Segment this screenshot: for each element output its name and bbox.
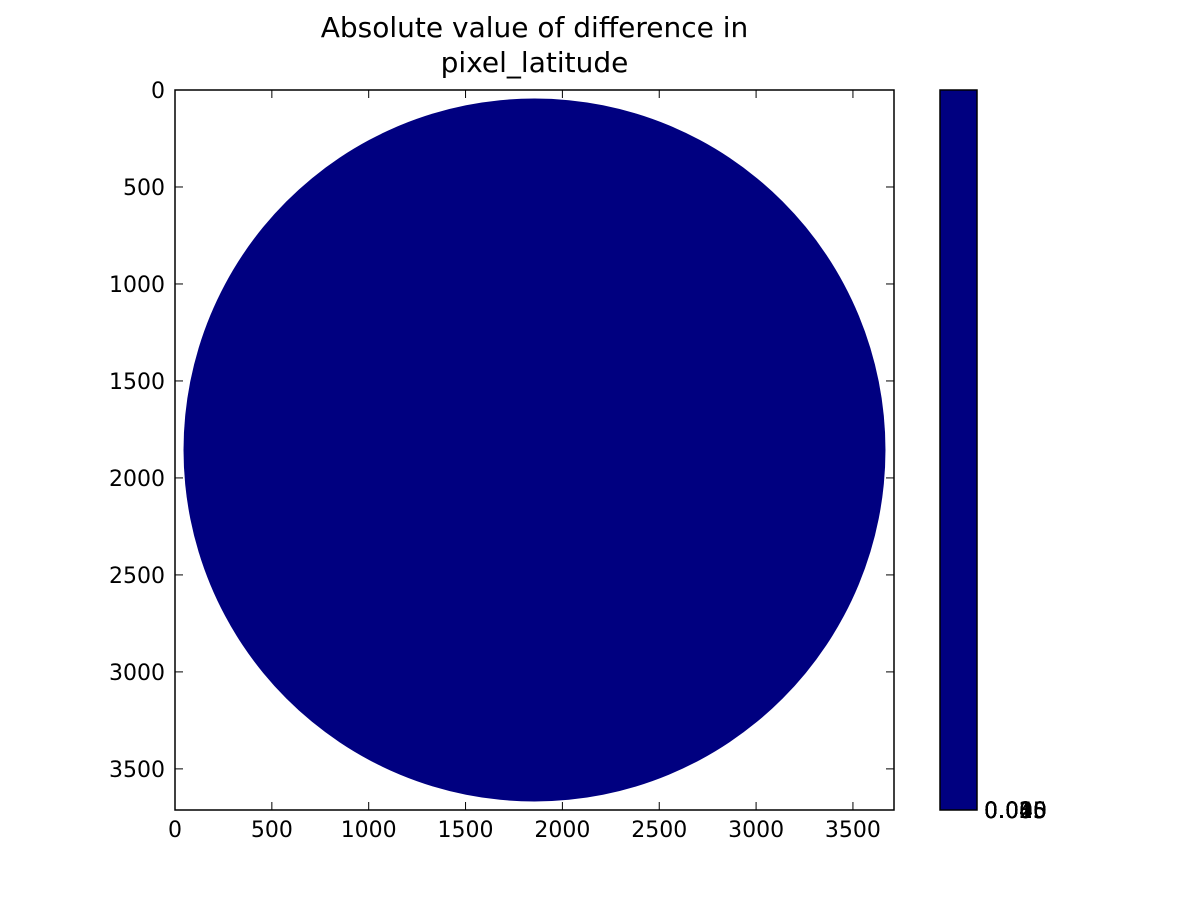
colorbar-tick-label: 0.045: [984, 799, 1047, 824]
plot-area: [174, 89, 895, 811]
x-tick-label: 500: [251, 818, 293, 843]
x-tick-label: 2000: [534, 818, 590, 843]
y-tick-label: 500: [123, 176, 165, 201]
colorbar-tick-label: 0.035: [984, 799, 1047, 824]
colorbar-tick-label: 0.030: [984, 799, 1047, 824]
y-axis: 0 500 1000 1500 2000 2500 3000 3500: [109, 79, 894, 783]
colorbar-tick-label: 0.040: [984, 799, 1047, 824]
title-line: pixel_latitude: [441, 46, 629, 79]
difference-disk: [183, 98, 886, 802]
x-tick-label: 1000: [341, 818, 397, 843]
colorbar-tick-label: 0.000: [984, 799, 1047, 824]
y-tick-label: 3000: [109, 661, 165, 686]
y-tick-label: 2000: [109, 467, 165, 492]
y-tick-label: 2500: [109, 564, 165, 589]
plot-frame: [174, 89, 895, 811]
x-axis: 0 500 1000 1500 2000 2500 3000 3500: [168, 90, 881, 843]
x-tick-label: 2500: [631, 818, 687, 843]
y-tick-label: 0: [151, 79, 165, 104]
colorbar-swatch: [939, 89, 978, 811]
colorbar: 0.0000.0050.0100.0150.0200.0250.0300.035…: [939, 89, 1047, 824]
y-tick-label: 3500: [109, 758, 165, 783]
colorbar-tick-label: 0.015: [984, 799, 1047, 824]
y-tick-label: 1000: [109, 273, 165, 298]
title-line: Absolute value of difference in: [321, 11, 749, 44]
colorbar-tick-label: 0.005: [984, 799, 1047, 824]
x-tick-label: 0: [168, 818, 182, 843]
x-tick-label: 3000: [728, 818, 784, 843]
y-tick-label: 1500: [109, 370, 165, 395]
colorbar-tick-label: 0.020: [984, 799, 1047, 824]
x-tick-label: 3500: [825, 818, 881, 843]
colorbar-tick-label: 0.010: [984, 799, 1047, 824]
colorbar-tick-label: 0.025: [984, 799, 1047, 824]
chart-title: Absolute value of difference inpixel_lat…: [321, 11, 749, 79]
x-tick-label: 1500: [438, 818, 494, 843]
